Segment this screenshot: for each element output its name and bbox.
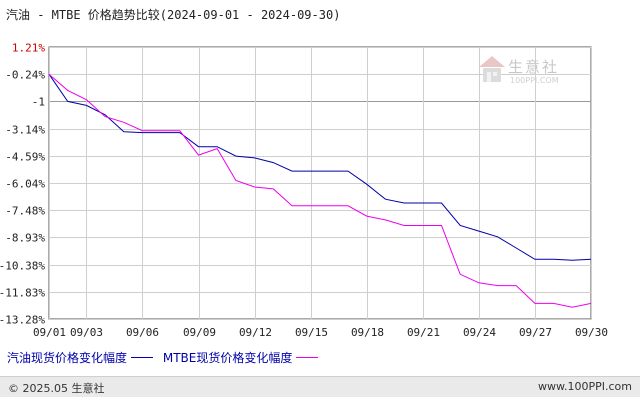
series-lines xyxy=(48,73,592,308)
x-tick-label: 09/18 xyxy=(351,326,384,339)
logo-icon xyxy=(479,56,505,82)
x-tick-label: 09/03 xyxy=(70,326,103,339)
y-tick-label: -7.48% xyxy=(5,205,45,218)
x-tick-label: 09/24 xyxy=(463,326,496,339)
y-tick-label: -4.59% xyxy=(5,151,45,164)
legend-item-1: 汽油现货价格变化幅度 xyxy=(7,349,154,366)
series-line-1 xyxy=(48,73,592,261)
x-tick-label: 09/27 xyxy=(519,326,552,339)
grid xyxy=(48,46,592,320)
y-tick-label: -8.93% xyxy=(5,232,45,245)
x-tick-label: 09/09 xyxy=(183,326,216,339)
watermark: 生意社 100PPI.COM xyxy=(478,54,578,90)
legend-swatch-2 xyxy=(296,357,319,358)
chart-title: 汽油 - MTBE 价格趋势比较(2024-09-01 - 2024-09-30… xyxy=(6,8,341,22)
copyright-text: © 2025.05 生意社 xyxy=(8,382,105,395)
watermark-url: 100PPI.COM xyxy=(510,76,559,85)
y-tick-label: 1.21% xyxy=(12,42,45,55)
series-line-2 xyxy=(48,73,592,308)
y-tick-label: -10.38% xyxy=(0,260,45,273)
y-tick-label: -13.28% xyxy=(0,314,45,327)
legend-swatch-1 xyxy=(131,357,154,358)
legend-item-2: MTBE现货价格变化幅度 xyxy=(163,349,319,366)
x-tick-label: 09/30 xyxy=(575,326,608,339)
footer: © 2025.05 生意社 www.100PPI.com xyxy=(0,376,640,397)
legend-label-2: MTBE现货价格变化幅度 xyxy=(162,351,293,365)
legend-label-1: 汽油现货价格变化幅度 xyxy=(7,351,128,365)
x-tick-label: 09/06 xyxy=(126,326,159,339)
x-tick-label: 09/21 xyxy=(407,326,440,339)
y-axis-labels: 1.21% -0.24% -1 -3.14% -4.59% -6.04% -7.48% -8.… xyxy=(0,42,45,327)
site-link[interactable]: www.100PPI.com xyxy=(538,380,632,393)
x-tick-label: 09/15 xyxy=(295,326,328,339)
y-tick-label: -6.04% xyxy=(5,178,45,191)
legend: 汽油现货价格变化幅度 MTBE现货价格变化幅度 xyxy=(7,349,324,366)
y-tick-label: -0.24% xyxy=(5,69,45,82)
x-tick-label: 09/01 xyxy=(33,326,66,339)
y-tick-label: -11.83% xyxy=(0,287,45,300)
x-axis-labels: 09/01 09/03 09/06 09/09 09/12 09/15 09/18 09/21… xyxy=(33,326,608,339)
x-tick-label: 09/12 xyxy=(239,326,272,339)
y-tick-label: -1 xyxy=(32,96,45,109)
y-tick-label: -3.14% xyxy=(5,124,45,137)
watermark-text: 生意社 xyxy=(508,58,560,76)
